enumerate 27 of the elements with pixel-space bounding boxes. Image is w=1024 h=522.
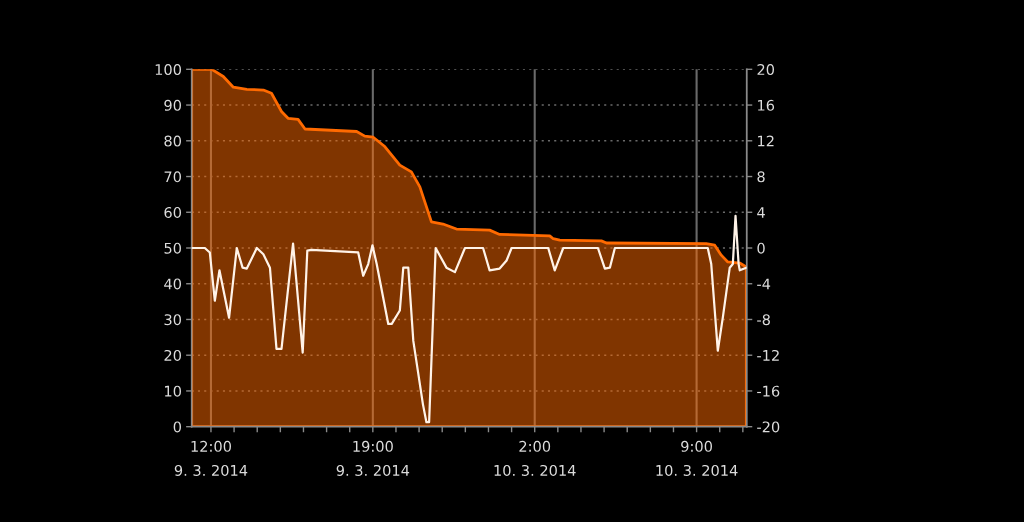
x-tick-label: 9:00 10. 3. 2014 [656,440,738,476]
x-tick-label: 12:00 9. 3. 2014 [174,440,248,476]
y2-tick-label: 0 [757,242,765,254]
y-tick-label: 40 [164,278,181,290]
y2-tick-label: 12 [758,135,774,147]
y2-tick-label: 16 [758,99,775,111]
x-tick-label: 19:00 9. 3. 2014 [336,440,410,476]
y2-tick-label: 20 [757,64,775,76]
y2-tick-label: -20 [757,421,780,433]
y-tick-label: 30 [164,314,181,326]
y-tick-label: 10 [165,385,181,397]
x-tick-label: 2:00 10. 3. 2014 [494,440,576,476]
y2-tick-label: -16 [757,385,780,397]
y-tick-label: 50 [164,242,181,254]
y-tick-label: 60 [164,206,181,219]
y-tick-label: 90 [164,99,181,111]
y-tick-label: 100 [155,64,181,76]
y-tick-label: 0 [173,421,181,433]
y2-tick-label: -8 [757,314,770,326]
y2-tick-label: -12 [757,349,779,361]
y2-tick-label: -4 [757,278,771,290]
y-tick-label: 80 [164,135,181,147]
line-series [191,214,747,424]
y2-tick-label: 4 [757,207,765,218]
y2-tick-label: 8 [757,171,765,183]
y-tick-label: 20 [164,349,181,361]
y-tick-label: 70 [164,171,181,183]
